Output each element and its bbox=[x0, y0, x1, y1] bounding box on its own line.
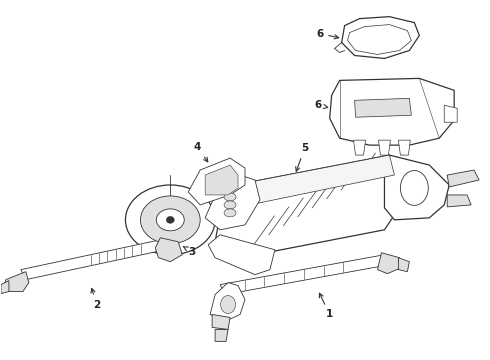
Polygon shape bbox=[398, 258, 409, 272]
Ellipse shape bbox=[125, 185, 215, 255]
Text: 6: 6 bbox=[314, 100, 328, 110]
Ellipse shape bbox=[224, 193, 236, 201]
Polygon shape bbox=[447, 195, 471, 207]
Polygon shape bbox=[215, 155, 415, 260]
Ellipse shape bbox=[224, 201, 236, 209]
Polygon shape bbox=[378, 140, 391, 155]
Polygon shape bbox=[215, 329, 228, 341]
Text: 2: 2 bbox=[91, 288, 100, 310]
Polygon shape bbox=[342, 17, 419, 58]
Polygon shape bbox=[208, 235, 275, 275]
Polygon shape bbox=[220, 255, 390, 294]
Polygon shape bbox=[188, 158, 245, 205]
Polygon shape bbox=[355, 98, 412, 117]
Text: 3: 3 bbox=[183, 247, 196, 257]
Text: 4: 4 bbox=[194, 142, 208, 162]
Polygon shape bbox=[385, 155, 449, 220]
Polygon shape bbox=[330, 78, 454, 145]
Polygon shape bbox=[4, 272, 29, 292]
Polygon shape bbox=[398, 140, 410, 155]
Polygon shape bbox=[212, 315, 230, 329]
Ellipse shape bbox=[224, 209, 236, 217]
Polygon shape bbox=[377, 253, 401, 274]
Ellipse shape bbox=[141, 196, 200, 244]
Polygon shape bbox=[21, 240, 165, 280]
Polygon shape bbox=[205, 175, 260, 230]
Ellipse shape bbox=[400, 171, 428, 206]
Polygon shape bbox=[444, 105, 457, 122]
Text: 1: 1 bbox=[319, 293, 333, 319]
Polygon shape bbox=[354, 140, 366, 155]
Text: 5: 5 bbox=[295, 143, 308, 171]
Polygon shape bbox=[155, 238, 182, 262]
Text: 6: 6 bbox=[316, 28, 339, 39]
Polygon shape bbox=[347, 24, 412, 54]
Polygon shape bbox=[205, 165, 238, 195]
Ellipse shape bbox=[156, 209, 184, 231]
Polygon shape bbox=[1, 280, 9, 293]
Polygon shape bbox=[235, 155, 394, 207]
Ellipse shape bbox=[166, 216, 174, 223]
Ellipse shape bbox=[220, 296, 236, 314]
Polygon shape bbox=[447, 170, 479, 187]
Polygon shape bbox=[210, 283, 245, 321]
